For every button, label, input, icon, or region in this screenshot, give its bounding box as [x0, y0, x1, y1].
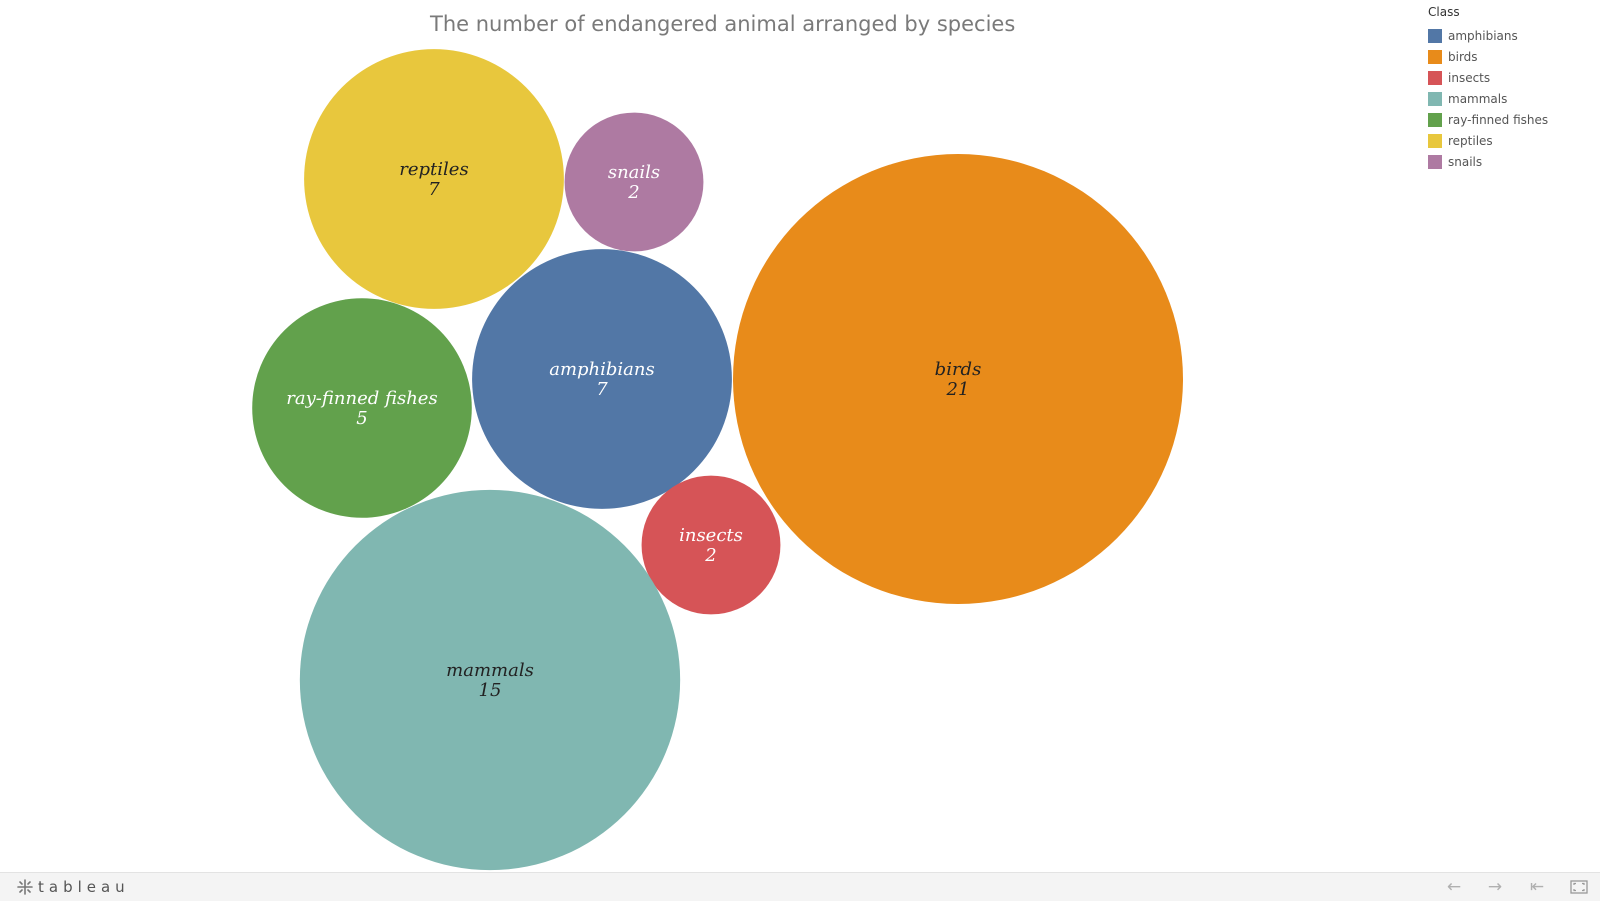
- legend-label: amphibians: [1448, 28, 1518, 43]
- arrow-right-icon: →: [1487, 877, 1503, 897]
- legend-title: Class: [1428, 5, 1460, 19]
- legend-swatch: [1428, 154, 1442, 169]
- bubble-circle-birds[interactable]: [733, 154, 1183, 604]
- bubble-value-label: 5: [356, 408, 367, 429]
- fullscreen-button[interactable]: [1568, 877, 1590, 897]
- legend-label: insects: [1448, 70, 1491, 85]
- bubble-circle-mammals[interactable]: [299, 489, 681, 871]
- bubble-category-label: insects: [679, 525, 743, 546]
- bubble-category-label: birds: [935, 359, 982, 380]
- bubble-chart: amphibians7birds21insects2mammals15ray-f…: [252, 49, 1183, 871]
- bubble-circle-reptiles[interactable]: [304, 49, 564, 309]
- brand-text: tableau: [38, 878, 130, 896]
- legend-swatch: [1428, 133, 1442, 148]
- footer-toolbar: tableau ← → ⇤: [0, 872, 1600, 901]
- bubble-circle-insects[interactable]: [641, 475, 781, 615]
- tableau-logo-icon: [17, 879, 33, 895]
- legend-label: snails: [1448, 154, 1483, 169]
- tableau-brand[interactable]: tableau: [16, 878, 130, 896]
- legend-label: mammals: [1448, 91, 1508, 106]
- back-button[interactable]: ←: [1443, 877, 1465, 897]
- legend-item-mammals[interactable]: mammals: [1428, 88, 1598, 109]
- arrow-left-icon: ←: [1446, 877, 1462, 897]
- reset-button[interactable]: ⇤: [1526, 877, 1548, 897]
- legend-item-reptiles[interactable]: reptiles: [1428, 130, 1598, 151]
- bubble-value-label: 7: [428, 179, 440, 200]
- legend-item-snails[interactable]: snails: [1428, 151, 1598, 172]
- bubble-value-label: 2: [627, 182, 639, 203]
- bubble-category-label: amphibians: [549, 359, 655, 380]
- bubble-category-label: snails: [608, 162, 660, 183]
- legend-swatch: [1428, 91, 1442, 106]
- legend-swatch: [1428, 70, 1442, 85]
- legend-swatch: [1428, 49, 1442, 64]
- bubble-value-label: 15: [479, 680, 502, 701]
- legend-item-ray-finned-fishes[interactable]: ray-finned fishes: [1428, 109, 1598, 130]
- bubble-circle-snails[interactable]: [564, 112, 704, 252]
- legend: Class amphibians birds insects mammals ray-f…: [1428, 5, 1598, 172]
- legend-swatch: [1428, 112, 1442, 127]
- bubble-category-label: reptiles: [399, 159, 468, 180]
- legend-label: birds: [1448, 49, 1478, 64]
- bubble-circle-amphibians[interactable]: [472, 249, 732, 509]
- legend-item-birds[interactable]: birds: [1428, 46, 1598, 67]
- legend-swatch: [1428, 28, 1442, 43]
- first-page-icon: ⇤: [1529, 877, 1545, 897]
- bubble-value-label: 2: [704, 545, 716, 566]
- bubble-category-label: ray-finned fishes: [286, 388, 437, 409]
- chart-title: The number of endangered animal arranged…: [430, 12, 1016, 36]
- bubble-category-label: mammals: [446, 660, 534, 681]
- legend-label: ray-finned fishes: [1448, 112, 1549, 127]
- forward-button[interactable]: →: [1484, 877, 1506, 897]
- bubble-value-label: 21: [946, 379, 970, 400]
- viz-area: The number of endangered animal arranged…: [252, 5, 1598, 871]
- legend-item-insects[interactable]: insects: [1428, 67, 1598, 88]
- bubble-value-label: 7: [596, 379, 608, 400]
- fullscreen-icon: [1570, 880, 1588, 894]
- legend-items: amphibians birds insects mammals ray-finned …: [1428, 25, 1598, 172]
- legend-item-amphibians[interactable]: amphibians: [1428, 25, 1598, 46]
- legend-label: reptiles: [1448, 133, 1493, 148]
- bubble-circle-ray-finned-fishes[interactable]: [252, 298, 472, 518]
